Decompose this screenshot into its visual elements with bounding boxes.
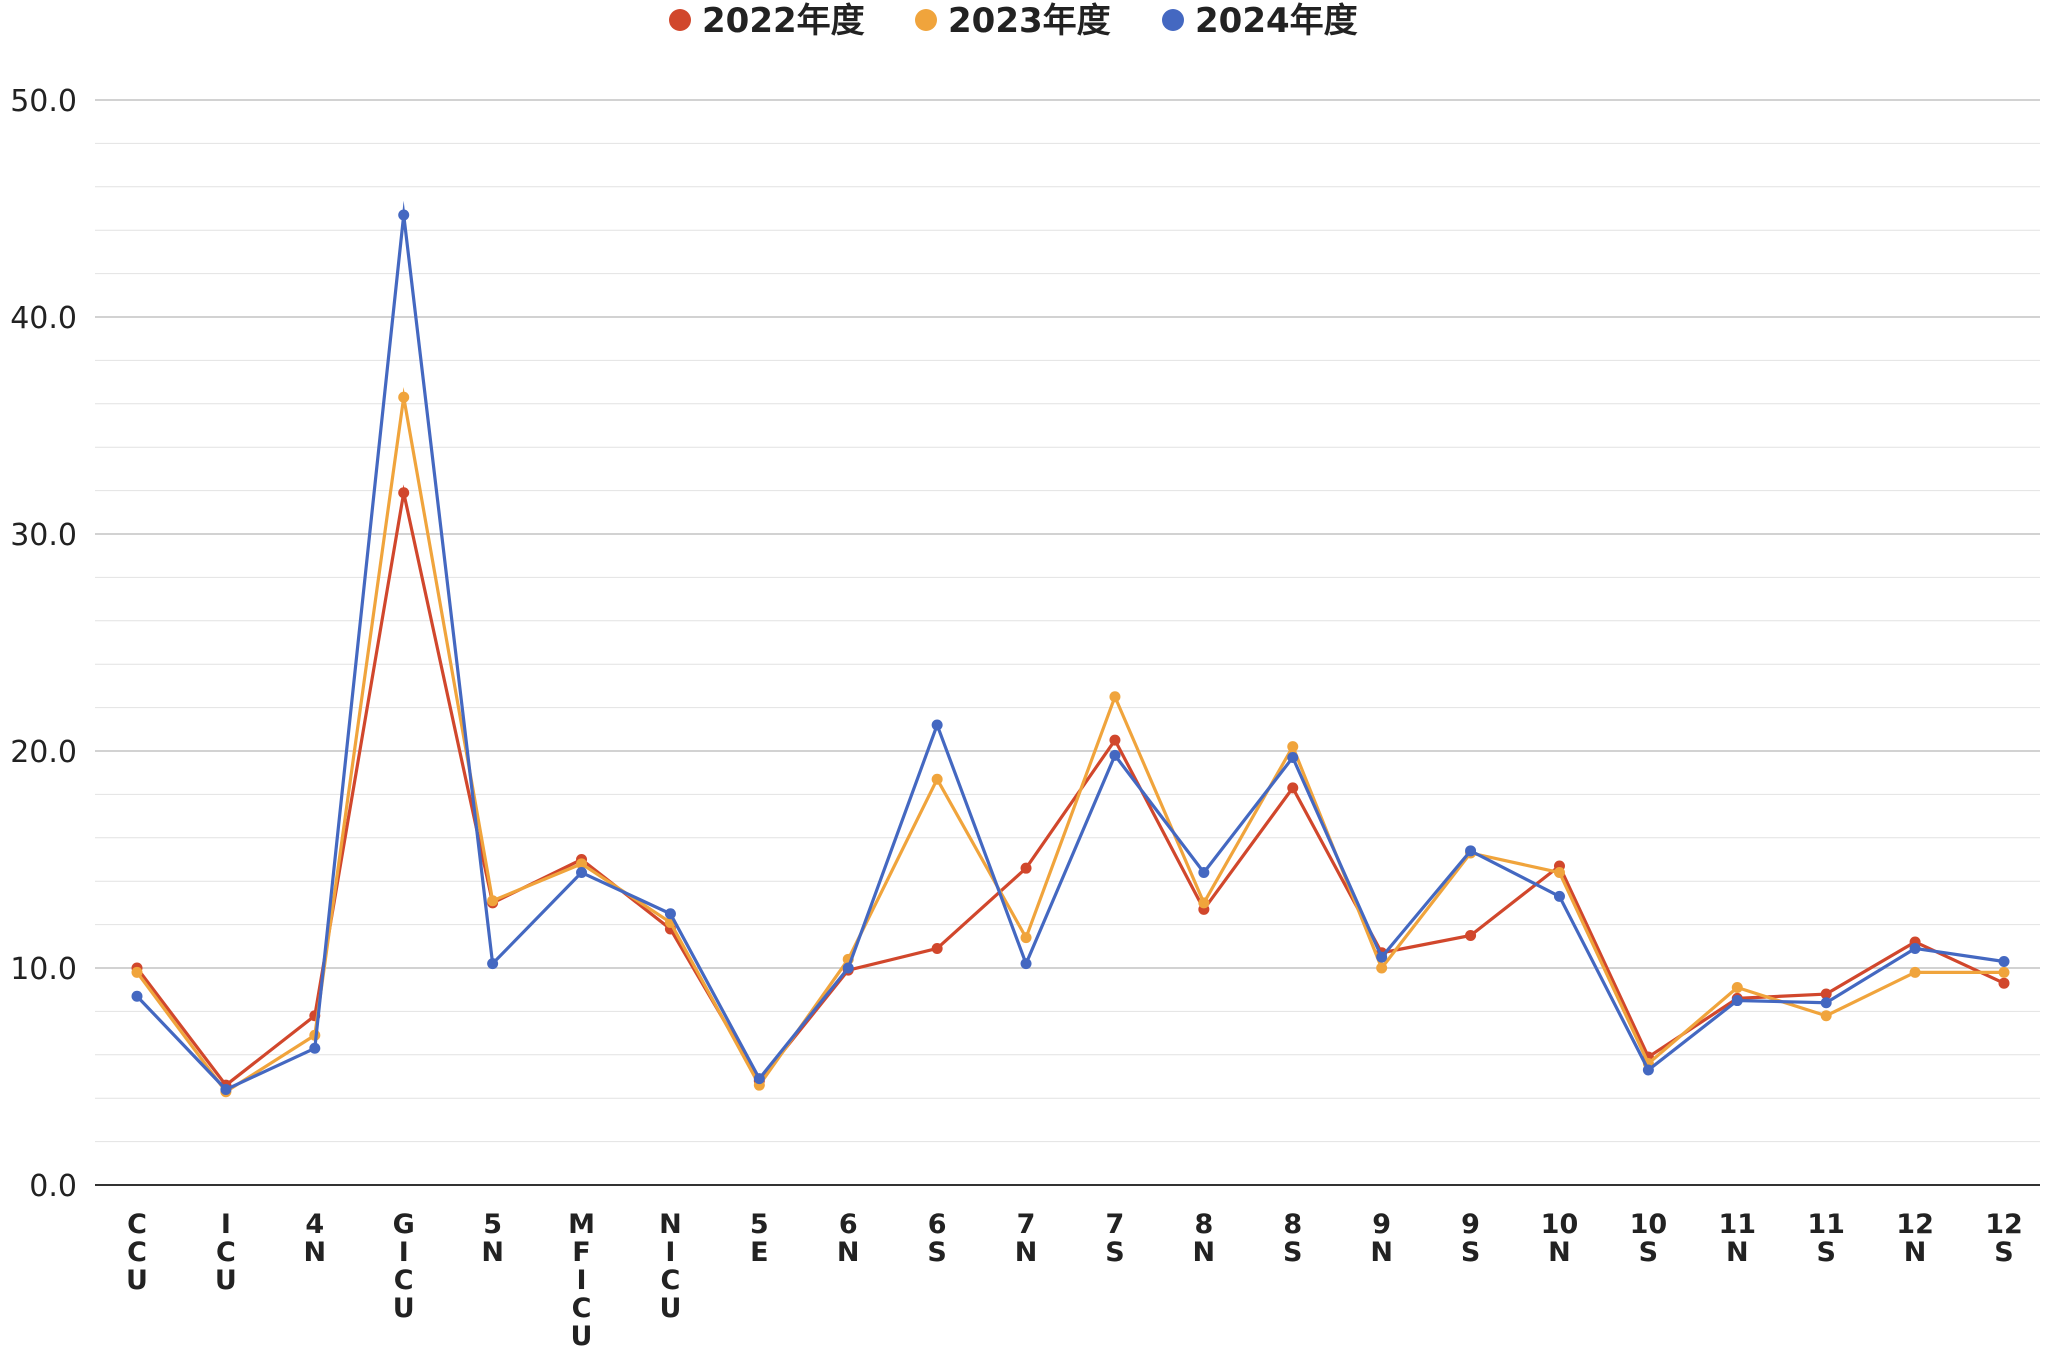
data-point bbox=[1020, 958, 1032, 970]
data-point bbox=[664, 908, 676, 920]
data-point bbox=[842, 962, 854, 974]
series-line bbox=[135, 200, 2005, 1092]
data-point bbox=[931, 719, 943, 731]
data-point bbox=[487, 958, 499, 970]
data-point bbox=[1198, 867, 1210, 879]
legend-marker bbox=[669, 9, 691, 31]
data-point bbox=[1909, 966, 1921, 978]
y-tick-label: 40.0 bbox=[10, 301, 77, 336]
data-point bbox=[398, 209, 410, 221]
data-point bbox=[1642, 1064, 1654, 1076]
data-point bbox=[576, 867, 588, 879]
data-point bbox=[1820, 997, 1832, 1009]
x-tick-label: 11 S bbox=[1807, 1209, 1845, 1268]
data-point bbox=[1465, 929, 1477, 941]
data-point bbox=[1909, 942, 1921, 954]
data-point bbox=[1465, 845, 1477, 857]
legend-marker bbox=[915, 9, 937, 31]
data-point bbox=[1820, 1010, 1832, 1022]
data-point bbox=[1109, 691, 1121, 703]
data-point bbox=[398, 487, 410, 499]
data-point bbox=[1020, 932, 1032, 944]
data-point bbox=[131, 966, 143, 978]
data-point bbox=[1820, 988, 1832, 1000]
data-point bbox=[931, 942, 943, 954]
y-tick-label: 10.0 bbox=[10, 952, 77, 987]
data-point bbox=[1198, 897, 1210, 909]
x-axis: C C U I C U 4 N G I C U 5 N M F I C U N I C U 5 E 6 N 6 S 7 N 7 S 8 N 8 S 9 N 9… bbox=[126, 1209, 2023, 1350]
data-point bbox=[1731, 982, 1743, 994]
data-point bbox=[1376, 951, 1388, 963]
x-tick-label: 10 N bbox=[1541, 1209, 1579, 1268]
data-point bbox=[1376, 962, 1388, 974]
y-tick-label: 30.0 bbox=[10, 518, 77, 553]
data-point bbox=[1998, 955, 2010, 967]
data-point bbox=[1553, 867, 1565, 879]
series-lines bbox=[131, 200, 2010, 1098]
data-point bbox=[931, 773, 943, 785]
data-point bbox=[220, 1084, 232, 1096]
x-tick-label: 10 S bbox=[1630, 1209, 1668, 1268]
x-tick-label: 12 N bbox=[1896, 1209, 1934, 1268]
legend: 2022年度 2023年度 2024年度 bbox=[669, 1, 1358, 41]
x-tick-label: 12 S bbox=[1985, 1209, 2023, 1268]
data-point bbox=[1731, 995, 1743, 1007]
data-point bbox=[1109, 734, 1121, 746]
data-point bbox=[309, 1042, 321, 1054]
y-tick-label: 50.0 bbox=[10, 84, 77, 119]
data-point bbox=[487, 895, 499, 907]
data-point bbox=[1553, 890, 1565, 902]
data-point bbox=[1020, 862, 1032, 874]
legend-label: 2022年度 bbox=[702, 1, 865, 41]
legend-label: 2023年度 bbox=[948, 1, 1111, 41]
legend-marker bbox=[1162, 9, 1184, 31]
grid-lines bbox=[95, 99, 2040, 1186]
y-axis: 0.0 10.0 20.0 30.0 40.0 50.0 bbox=[10, 84, 77, 1204]
data-point bbox=[1287, 741, 1299, 753]
data-point bbox=[1998, 977, 2010, 989]
data-point bbox=[398, 391, 410, 403]
data-point bbox=[576, 858, 588, 870]
series-line bbox=[135, 484, 2005, 1088]
data-point bbox=[1109, 749, 1121, 761]
data-point bbox=[1287, 752, 1299, 764]
data-point bbox=[1998, 966, 2010, 978]
data-point bbox=[1287, 782, 1299, 794]
data-point bbox=[753, 1073, 765, 1085]
legend-label: 2024年度 bbox=[1195, 1, 1358, 41]
data-point bbox=[131, 990, 143, 1002]
y-tick-label: 0.0 bbox=[29, 1169, 77, 1204]
y-tick-label: 20.0 bbox=[10, 735, 77, 770]
x-tick-label: 11 N bbox=[1718, 1209, 1756, 1268]
series-line bbox=[135, 387, 2004, 1094]
